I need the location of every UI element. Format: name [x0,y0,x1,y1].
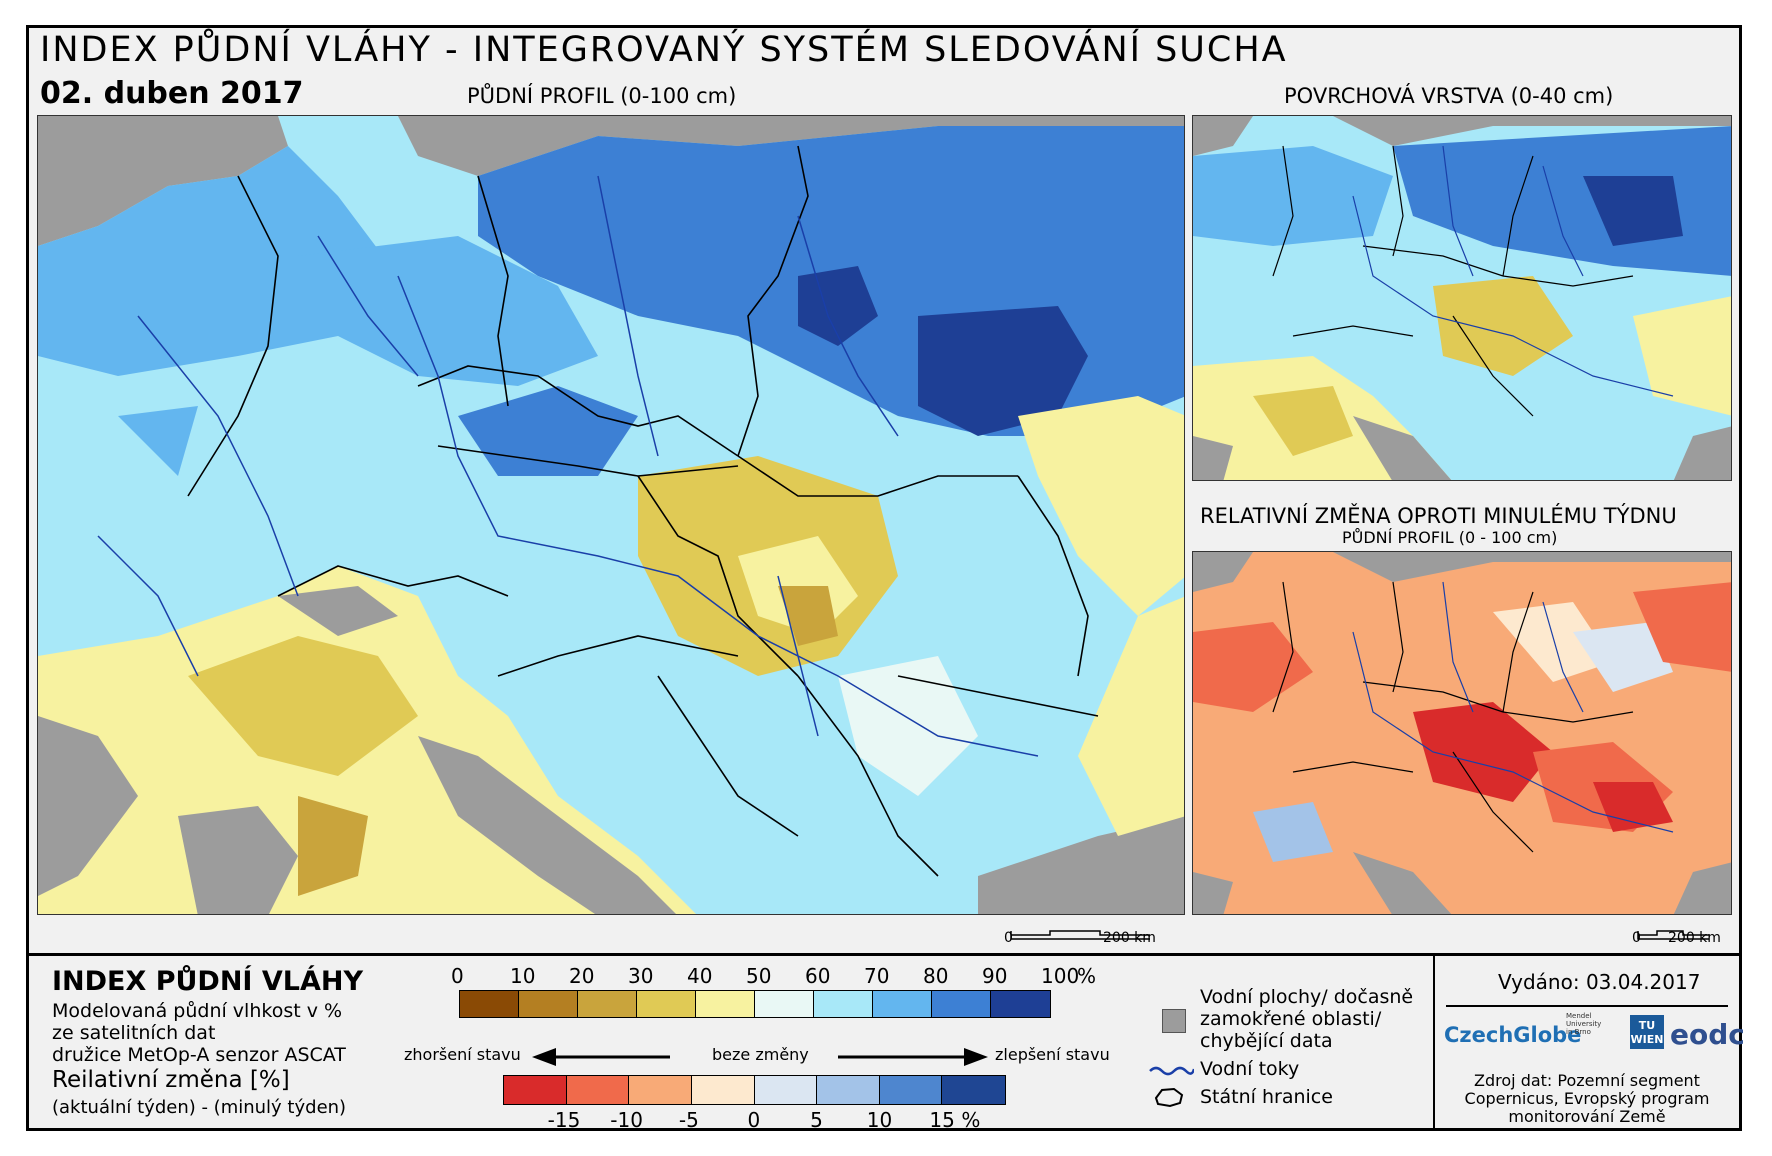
index-swatch [932,991,991,1017]
small-scale-zero: 0 [1632,930,1641,946]
adriatic-sea [418,736,676,914]
source-line-1: Zdroj dat: Pozemní segment [1474,1071,1700,1090]
index-tick-label: 80 [923,964,949,988]
index-tick-label: 0 [451,964,464,988]
change-map-subtitle: PŮDNÍ PROFIL (0 - 100 cm) [1342,528,1558,547]
change-tick-label: -15 [547,1108,581,1132]
legend-change-note: (aktuální týden) - (minulý týden) [52,1097,347,1118]
issued-underline [1446,1005,1728,1007]
surface-map-svg [1193,116,1731,480]
main-scale-bar [1010,928,1150,942]
legend-heading: INDEX PŮDNÍ VLÁHY [52,966,364,997]
index-tick-label: 70 [864,964,890,988]
rivers [97,175,1039,757]
czechglobe-logo-text: CzechGlobe [1444,1023,1582,1047]
index-swatch [696,991,755,1017]
water-area-label-2: zamokřené oblasti/ [1200,1008,1382,1030]
index-tick-label: 20 [569,964,595,988]
small-scale-distance: 200 km [1668,930,1721,946]
legend-desc-line-1: Modelovaná půdní vlhkost v % [52,1000,343,1022]
index-tick-label: 90 [982,964,1008,988]
data-source-note: Zdroj dat: Pozemní segment Copernicus, E… [1446,1072,1728,1126]
change-color-bar [503,1075,1006,1105]
main-map-title: PŮDNÍ PROFIL (0-100 cm) [467,84,737,108]
index-tick-label: 60 [805,964,831,988]
index-tick-label: 50 [746,964,772,988]
footer-divider [1433,953,1435,1131]
legend-desc-line-2: ze satelitních dat [52,1022,216,1044]
rivers-label: Vodní toky [1200,1058,1300,1080]
baltic-sea [398,116,1184,176]
change-direction-arrow [530,1044,990,1070]
main-map-svg [38,116,1184,914]
arrow-right-label: zlepšení stavu [995,1045,1110,1064]
change-swatch [817,1076,880,1104]
change-tick-label: 10 [866,1108,893,1132]
eodc-logo: eodc [1670,1018,1745,1051]
legend-change-heading: Reilativní změna [%] [52,1067,290,1093]
river-symbol-icon [1148,1062,1196,1076]
relative-change-map [1192,551,1732,915]
index-swatch [637,991,696,1017]
tuwien-logo: TU WIEN [1630,1015,1664,1049]
eodc-logo-text: eodc [1670,1018,1745,1051]
main-soil-moisture-map [37,115,1185,915]
issued-date: Vydáno: 03.04.2017 [1498,970,1701,994]
border-symbol-icon [1152,1086,1186,1108]
arrow-left-label: zhoršení stavu [404,1045,521,1064]
mendel-logo-text: Mendel University in Brno [1566,1012,1602,1036]
tuwien-logo-text: TU WIEN [1630,1019,1664,1046]
legend-desc-line-3: družice MetOp-A senzor ASCAT [52,1044,346,1066]
change-unit-label: % [961,1108,981,1132]
change-swatch [754,1076,818,1104]
index-unit-label: % [1077,964,1097,988]
sheet-title: INDEX PŮDNÍ VLÁHY - INTEGROVANÝ SYSTÉM S… [40,30,1288,70]
sheet-date: 02. duben 2017 [40,76,304,111]
change-map-title: RELATIVNÍ ZMĚNA OPROTI MINULÉMU TÝDNU [1200,504,1677,528]
main-scale-zero: 0 [1004,930,1013,946]
index-tick-label: 10 [510,964,536,988]
change-swatch [942,1076,1005,1104]
index-tick-label: 30 [628,964,654,988]
change-swatch [504,1076,567,1104]
tyrrhenian-sea [178,806,298,914]
index-swatch [755,991,814,1017]
change-swatch [629,1076,692,1104]
change-tick-label: 0 [747,1108,761,1132]
small-scale-bar [1637,928,1709,942]
change-tick-label: 5 [810,1108,823,1132]
water-area-label-3: chybějící data [1200,1030,1333,1052]
surface-map-title: POVRCHOVÁ VRSTVA (0-40 cm) [1284,84,1614,108]
czechglobe-logo: CzechGlobe [1444,1023,1581,1047]
change-swatch [691,1076,755,1104]
index-swatch [460,991,519,1017]
water-area-swatch [1162,1009,1186,1033]
index-color-bar [459,990,1051,1018]
main-scale-distance: 200 km [1103,930,1156,946]
legend-divider [26,953,1742,956]
index-tick-label: 100 [1041,964,1080,988]
index-tick-label: 40 [687,964,713,988]
north-sea [38,116,288,246]
surface-layer-map [1192,115,1732,481]
source-line-2: Copernicus, Evropský program [1464,1089,1710,1108]
water-area-label-1: Vodní plochy/ dočasně [1200,986,1414,1008]
mendel-logo: Mendel University in Brno [1566,1012,1606,1036]
bay-of-biscay [38,716,138,896]
change-map-svg [1193,552,1731,914]
borders-label: Státní hranice [1200,1086,1333,1108]
aegean-sea [978,816,1184,914]
arrow-mid-label: beze změny [712,1045,809,1064]
change-tick-label: -5 [678,1108,699,1132]
index-swatch [873,991,932,1017]
change-tick-label: -10 [610,1108,643,1132]
index-swatch [991,991,1050,1017]
change-swatch [566,1076,630,1104]
index-swatch [814,991,873,1017]
source-line-3: monitorování Země [1508,1107,1666,1126]
change-swatch [879,1076,943,1104]
index-swatch [519,991,578,1017]
change-tick-label: 15 [929,1108,955,1132]
index-swatch [578,991,637,1017]
